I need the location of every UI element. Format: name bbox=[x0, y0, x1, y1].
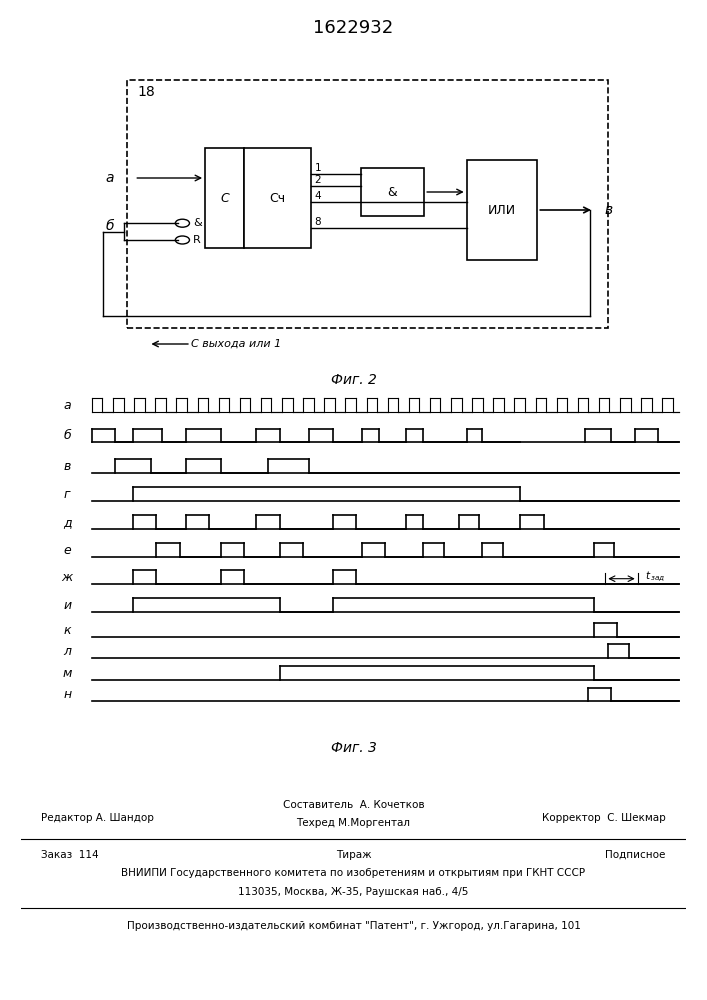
Text: R: R bbox=[193, 235, 201, 245]
Text: 113035, Москва, Ж-35, Раушская наб., 4/5: 113035, Москва, Ж-35, Раушская наб., 4/5 bbox=[238, 887, 469, 897]
Text: 2: 2 bbox=[315, 175, 321, 185]
Text: 1622932: 1622932 bbox=[313, 19, 394, 37]
Text: ВНИИПИ Государственного комитета по изобретениям и открытиям при ГКНТ СССР: ВНИИПИ Государственного комитета по изоб… bbox=[122, 868, 585, 879]
Text: к: к bbox=[64, 624, 71, 637]
Text: Производственно-издательский комбинат "Патент", г. Ужгород, ул.Гагарина, 101: Производственно-издательский комбинат "П… bbox=[127, 921, 580, 931]
Text: ИЛИ: ИЛИ bbox=[488, 204, 516, 217]
Text: Сч: Сч bbox=[269, 192, 286, 205]
Bar bbox=[205, 148, 244, 248]
Text: Техред М.Моргентал: Техред М.Моргентал bbox=[296, 818, 411, 828]
Text: б: б bbox=[64, 429, 71, 442]
Bar bbox=[361, 168, 424, 216]
Text: &: & bbox=[193, 218, 201, 228]
Text: 18: 18 bbox=[138, 85, 156, 99]
Text: Корректор  С. Шекмар: Корректор С. Шекмар bbox=[542, 813, 666, 823]
Text: б: б bbox=[105, 219, 114, 233]
Text: Редактор А. Шандор: Редактор А. Шандор bbox=[41, 813, 154, 823]
Text: е: е bbox=[64, 544, 71, 556]
Text: Тираж: Тираж bbox=[336, 850, 371, 860]
Text: Заказ  114: Заказ 114 bbox=[41, 850, 99, 860]
Text: 8: 8 bbox=[315, 217, 321, 227]
Text: Фиг. 3: Фиг. 3 bbox=[331, 741, 376, 755]
Text: а: а bbox=[64, 399, 71, 412]
Text: ж: ж bbox=[62, 571, 73, 584]
Text: м: м bbox=[62, 667, 72, 680]
Text: д: д bbox=[63, 516, 71, 529]
Text: 4: 4 bbox=[315, 191, 321, 201]
Text: н: н bbox=[63, 688, 71, 701]
Text: С выхода или 1: С выхода или 1 bbox=[191, 339, 281, 349]
Text: л: л bbox=[63, 645, 71, 658]
Text: $t_{\,зад}$: $t_{\,зад}$ bbox=[645, 569, 665, 584]
Text: Фиг. 2: Фиг. 2 bbox=[331, 373, 376, 387]
Text: Подписное: Подписное bbox=[605, 850, 666, 860]
Text: г: г bbox=[64, 488, 71, 501]
Bar bbox=[467, 160, 537, 260]
Text: 1: 1 bbox=[315, 163, 321, 173]
Text: в: в bbox=[64, 460, 71, 473]
Bar bbox=[244, 148, 311, 248]
Text: в: в bbox=[604, 203, 612, 217]
Text: а: а bbox=[105, 171, 114, 185]
Text: С: С bbox=[220, 192, 229, 205]
Bar bbox=[127, 80, 608, 328]
Text: и: и bbox=[63, 599, 71, 612]
Text: &: & bbox=[387, 186, 397, 198]
Text: Составитель  А. Кочетков: Составитель А. Кочетков bbox=[283, 800, 424, 810]
